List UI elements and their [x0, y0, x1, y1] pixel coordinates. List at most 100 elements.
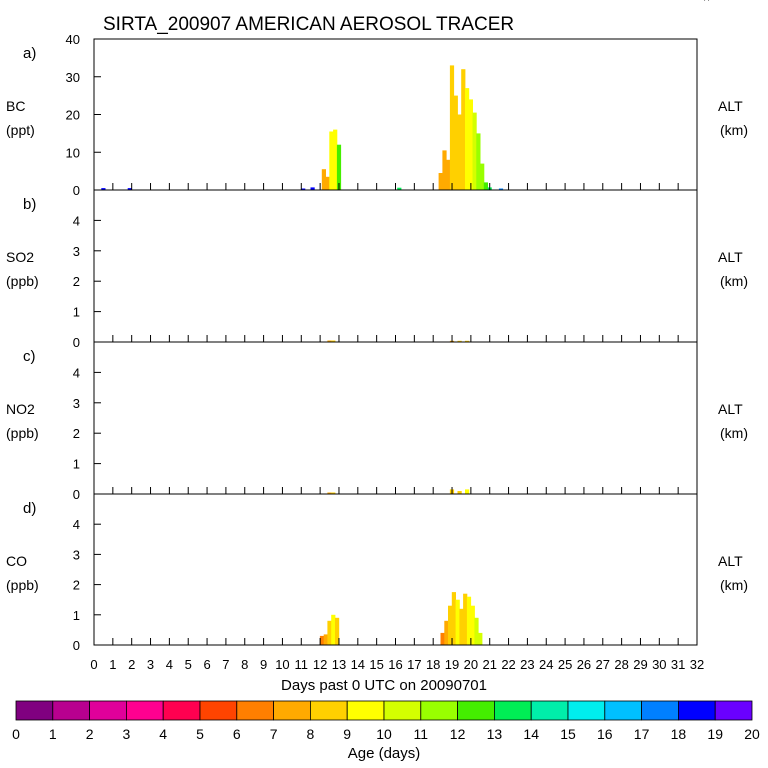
colorbar-swatch	[199, 700, 238, 721]
y-axis-label: BC	[6, 98, 25, 114]
bar	[449, 65, 455, 190]
bar	[457, 491, 462, 494]
bar	[331, 340, 336, 342]
x-tick-label: 11	[295, 657, 309, 672]
bar	[319, 635, 325, 645]
colorbar-swatch	[493, 700, 532, 721]
bar	[440, 632, 445, 645]
y-tick-label: 0	[73, 487, 80, 502]
colorbar-tick-label: 1	[49, 726, 57, 742]
right-axis-units: (km)	[720, 273, 748, 289]
bar	[333, 129, 338, 190]
bar	[457, 114, 462, 190]
x-tick-label: 12	[313, 657, 327, 672]
x-tick-label: 29	[633, 657, 647, 672]
bar	[127, 188, 132, 190]
right-axis-units: (km)	[720, 577, 748, 593]
y-tick-label: 3	[73, 547, 80, 562]
right-axis-units: (km)	[720, 425, 748, 441]
bar	[329, 131, 334, 190]
right-axis-label: ALT	[718, 249, 743, 265]
y-tick-label: 3	[73, 396, 80, 411]
x-axis-label: Days past 0 UTC on 20090701	[281, 677, 487, 694]
bar	[480, 163, 485, 190]
colorbar-tick-label: 7	[270, 726, 278, 742]
bar	[476, 133, 481, 190]
bar	[335, 617, 340, 645]
x-tick-label: 8	[241, 657, 248, 672]
bar	[478, 632, 483, 645]
colorbar-tick-label: 20	[744, 726, 760, 742]
x-tick-label: 2	[128, 657, 135, 672]
y-tick-label: 40	[66, 32, 80, 47]
bar	[310, 187, 315, 190]
y-axis-units: (ppt)	[6, 122, 35, 138]
panel-3: 0 1 2 3 4 c) NO2 (ppb) ALT (km)	[6, 341, 748, 502]
x-tick-label: 0	[90, 657, 97, 672]
panel-1: 0 10 20 30 40 a) BC (ppt) ALT (km)	[6, 32, 748, 198]
bar	[498, 188, 504, 190]
panel-letter: c)	[23, 348, 36, 365]
panel-frame	[93, 189, 698, 343]
colorbar: 0 1 2 3 4 5 6 7 8 9 10 11 12 13 14 15 16 17 18 19 20	[12, 700, 760, 742]
colorbar-swatch	[604, 700, 642, 721]
y-tick-label: 3	[73, 244, 80, 259]
bar	[453, 95, 458, 190]
y-axis-units: (ppb)	[6, 577, 39, 593]
chart-title: SIRTA_200907 AMERICAN AEROSOL TRACER	[103, 14, 514, 35]
bar	[483, 182, 488, 190]
bar	[455, 599, 460, 645]
y-tick-label: 10	[66, 145, 80, 160]
bar	[470, 605, 475, 645]
colorbar-swatch	[273, 700, 311, 721]
colorbar-tick-label: 6	[233, 726, 241, 742]
x-tick-label: 16	[388, 657, 402, 672]
y-tick-label: 0	[73, 335, 80, 350]
right-axis-label: ALT	[718, 553, 743, 569]
colorbar-tick-label: 2	[86, 726, 94, 742]
bar	[465, 340, 470, 342]
x-tick-label: 21	[482, 657, 496, 672]
colorbar-tick-label: 15	[560, 726, 576, 742]
bar	[466, 596, 472, 645]
colorbar-tick-label: 14	[523, 726, 539, 742]
colorbar-tick-label: 13	[487, 726, 503, 742]
right-axis-units: (km)	[720, 122, 748, 138]
y-tick-label: 0	[73, 638, 80, 653]
x-tick-label: 18	[426, 657, 440, 672]
y-axis-label: CO	[6, 553, 27, 569]
bar	[327, 492, 332, 494]
colorbar-swatch	[567, 700, 606, 721]
colorbar-tick-label: 12	[450, 726, 466, 742]
bar	[444, 620, 449, 645]
x-tick-label: 17	[407, 657, 421, 672]
x-tick-label: 1	[109, 657, 116, 672]
bar	[457, 340, 462, 342]
colorbar-swatch	[162, 700, 201, 721]
x-tick-label: 24	[539, 657, 553, 672]
bar	[336, 144, 342, 190]
y-tick-label: 2	[73, 426, 80, 441]
y-axis-units: (ppb)	[6, 273, 39, 289]
bar	[446, 159, 451, 190]
colorbar-swatch	[678, 700, 716, 721]
panel-frame	[93, 341, 698, 495]
colorbar-tick-label: 8	[307, 726, 315, 742]
colorbar-swatch	[15, 700, 54, 721]
colorbar-swatch	[52, 700, 90, 721]
x-tick-label: 27	[596, 657, 610, 672]
bar	[465, 88, 470, 190]
bar	[323, 634, 328, 645]
x-tick-label: 4	[166, 657, 173, 672]
colorbar-tick-label: 17	[634, 726, 650, 742]
colorbar-swatch	[530, 700, 569, 721]
panel-letter: a)	[23, 45, 36, 62]
colorbar-tick-label: 10	[376, 726, 392, 742]
y-tick-label: 30	[66, 70, 80, 85]
x-tick-label: 3	[147, 657, 154, 672]
x-tick-label: 19	[445, 657, 459, 672]
colorbar-swatch	[420, 700, 458, 721]
x-tick-label: 15	[369, 657, 383, 672]
x-tick-label: 6	[203, 657, 210, 672]
